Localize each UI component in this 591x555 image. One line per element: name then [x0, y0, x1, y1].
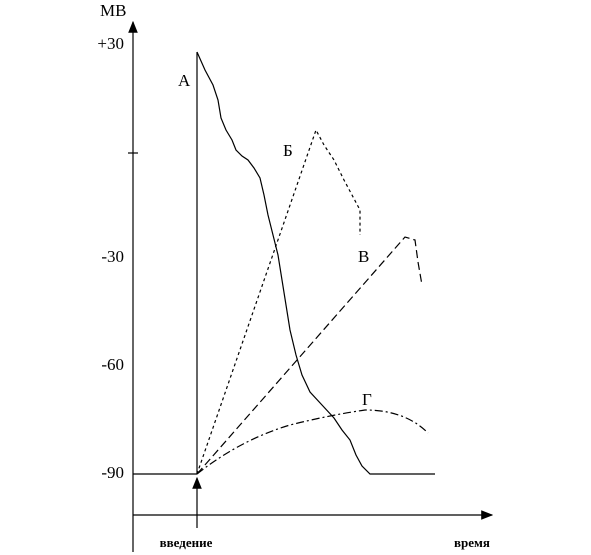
curve-label: Б — [283, 141, 293, 160]
curve-a — [196, 51, 435, 475]
curve-label: А — [178, 71, 191, 90]
marker-label: введение — [160, 535, 213, 550]
y-title: МВ — [100, 1, 126, 20]
y-label: -60 — [101, 355, 124, 374]
curve-b — [196, 128, 361, 475]
y-label: -30 — [101, 247, 124, 266]
curve-label: В — [358, 247, 369, 266]
curve-g — [196, 409, 429, 475]
x-title: время — [454, 535, 490, 550]
curve-label: Г — [362, 390, 372, 409]
y-label: -90 — [101, 463, 124, 482]
y-label: +30 — [97, 34, 124, 53]
curve-v — [196, 236, 423, 475]
